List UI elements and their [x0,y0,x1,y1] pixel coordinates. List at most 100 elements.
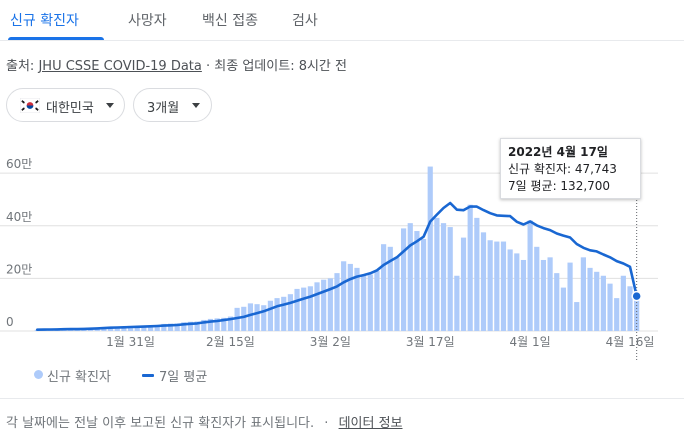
bar [620,275,626,331]
footer-note: 각 날짜에는 전날 이후 보고된 신규 확진자가 표시됩니다. · 데이터 정보 [6,412,403,431]
bar [387,246,393,331]
source-prefix: 출처: [6,59,35,74]
bar [540,259,547,331]
bar [321,279,327,331]
bar [627,286,633,331]
bar [527,220,533,331]
tooltip-new-cases: 신규 확진자: 47,743 [508,162,617,176]
bar [307,286,313,331]
bar [254,304,260,331]
last-updated: 최종 업데이트: 8시간 전 [214,59,347,74]
y-tick-label: 20만 [6,262,32,276]
bar [634,294,640,331]
metric-tabs: 신규 확진자 사망자 백신 접종 검사 [0,0,684,41]
region-select-label: 대한민국 [46,101,94,116]
bar [574,302,580,331]
tab-deaths[interactable]: 사망자 [128,13,167,29]
bar [154,325,160,331]
bar [414,231,420,331]
bar [327,278,333,331]
footer-separator: · [324,416,329,431]
chevron-down-icon [192,103,200,108]
bar [281,296,287,331]
tab-vaccinations[interactable]: 백신 접종 [202,13,258,29]
data-info-link[interactable]: 데이터 정보 [338,416,403,431]
x-tick-label: 4월 16일 [606,335,655,349]
bar [374,271,380,331]
y-axis-ticks: 0 20만 40만 60만 [6,157,32,329]
footer-text: 각 날짜에는 전날 이후 보고된 신규 확진자가 표시됩니다. [6,416,315,431]
bar [127,326,134,331]
bar [560,287,567,331]
tab-new-cases[interactable]: 신규 확진자 [10,13,79,29]
bar [420,238,427,331]
bar [587,267,593,331]
bar [594,271,600,331]
chevron-down-icon [106,103,114,108]
bar [294,288,300,331]
bar [261,305,267,331]
bar [107,327,114,331]
bar [274,298,280,331]
bar [520,259,527,331]
cases-bars [34,166,640,331]
x-tick-label: 1월 31일 [106,335,155,349]
period-select-label: 3개월 [147,101,180,116]
legend-line-label: 7일 평균 [159,370,208,385]
chart-tooltip: 2022년 4월 17일 신규 확진자: 47,743 7일 평균: 132,7… [500,138,641,199]
bar [247,303,254,331]
bar [447,227,453,331]
bar [361,275,367,331]
tooltip-date: 2022년 4월 17일 [508,145,608,159]
x-axis-ticks: 1월 31일 2월 15일 3월 2일 3월 17일 4월 1일 4월 16일 [106,335,654,349]
source-line: 출처: JHU CSSE COVID-19 Data · 최종 업데이트: 8시… [6,55,347,74]
x-tick-label: 3월 17일 [406,335,455,349]
bar [114,327,120,331]
bar [314,282,320,331]
bar [400,228,407,331]
bar [407,223,413,331]
bar [227,316,234,331]
bar [381,244,387,331]
y-tick-label: 60만 [6,157,32,171]
bar [187,321,194,331]
bar [167,323,174,331]
bar [214,318,220,331]
bar [427,166,433,331]
bar [241,306,247,331]
bar [454,275,460,331]
tab-tests[interactable]: 검사 [292,13,318,29]
bar [547,257,553,331]
x-tick-label: 2월 15일 [206,335,255,349]
bar [514,253,520,331]
bar [580,257,586,331]
bar [147,325,154,331]
bar [347,263,353,331]
korea-flag-icon [20,98,40,113]
bar [201,319,207,331]
avg-line [36,201,642,331]
bar [607,283,613,331]
highlight-point [631,290,642,302]
legend-bars-label: 신규 확진자 [47,370,111,385]
region-select[interactable]: 대한민국 [6,88,125,122]
bar [554,273,560,331]
bar [234,307,240,331]
bar [354,267,360,331]
legend-line-swatch [142,374,154,377]
avg-line-path [36,201,638,331]
bar [301,287,307,331]
period-select[interactable]: 3개월 [133,88,212,122]
bar [194,321,200,331]
bar [480,232,487,331]
bar [121,326,127,331]
bar [287,294,293,331]
bar [161,323,167,331]
source-separator: · [206,59,211,74]
divider [0,398,684,399]
source-link[interactable]: JHU CSSE COVID-19 Data [38,59,202,74]
bar [460,237,467,331]
y-tick-label: 0 [6,315,14,329]
bar [207,318,214,331]
bar [341,261,347,331]
